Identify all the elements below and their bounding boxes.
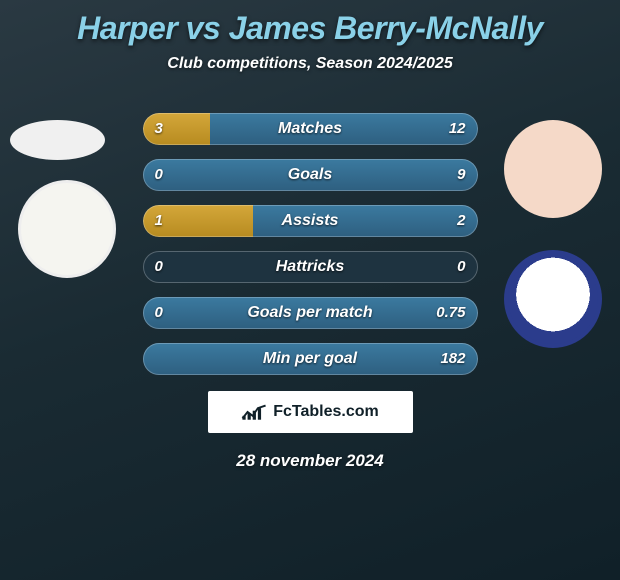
stat-label: Hattricks	[143, 251, 478, 283]
branding-text: FcTables.com	[273, 403, 379, 421]
stat-label: Matches	[143, 113, 478, 145]
stat-label: Goals	[143, 159, 478, 191]
stat-row: 12Assists	[143, 205, 478, 237]
left-team-crest	[18, 180, 116, 278]
date-text: 28 november 2024	[0, 451, 620, 471]
stat-row: 00Hattricks	[143, 251, 478, 283]
stat-label: Assists	[143, 205, 478, 237]
stat-row: 09Goals	[143, 159, 478, 191]
right-team-crest	[504, 250, 602, 348]
stat-rows: 312Matches 09Goals 12Assists 00Hattricks 00.…	[143, 113, 478, 375]
left-player-avatar	[10, 120, 105, 160]
right-player-avatar	[504, 120, 602, 218]
branding-badge: FcTables.com	[208, 391, 413, 433]
stat-row: 00.75Goals per match	[143, 297, 478, 329]
subtitle: Club competitions, Season 2024/2025	[0, 55, 620, 73]
stat-label: Goals per match	[143, 297, 478, 329]
stat-label: Min per goal	[143, 343, 478, 375]
fctables-logo-icon	[241, 403, 267, 421]
stat-row: 182Min per goal	[143, 343, 478, 375]
page-title: Harper vs James Berry-McNally	[0, 0, 620, 47]
stat-row: 312Matches	[143, 113, 478, 145]
